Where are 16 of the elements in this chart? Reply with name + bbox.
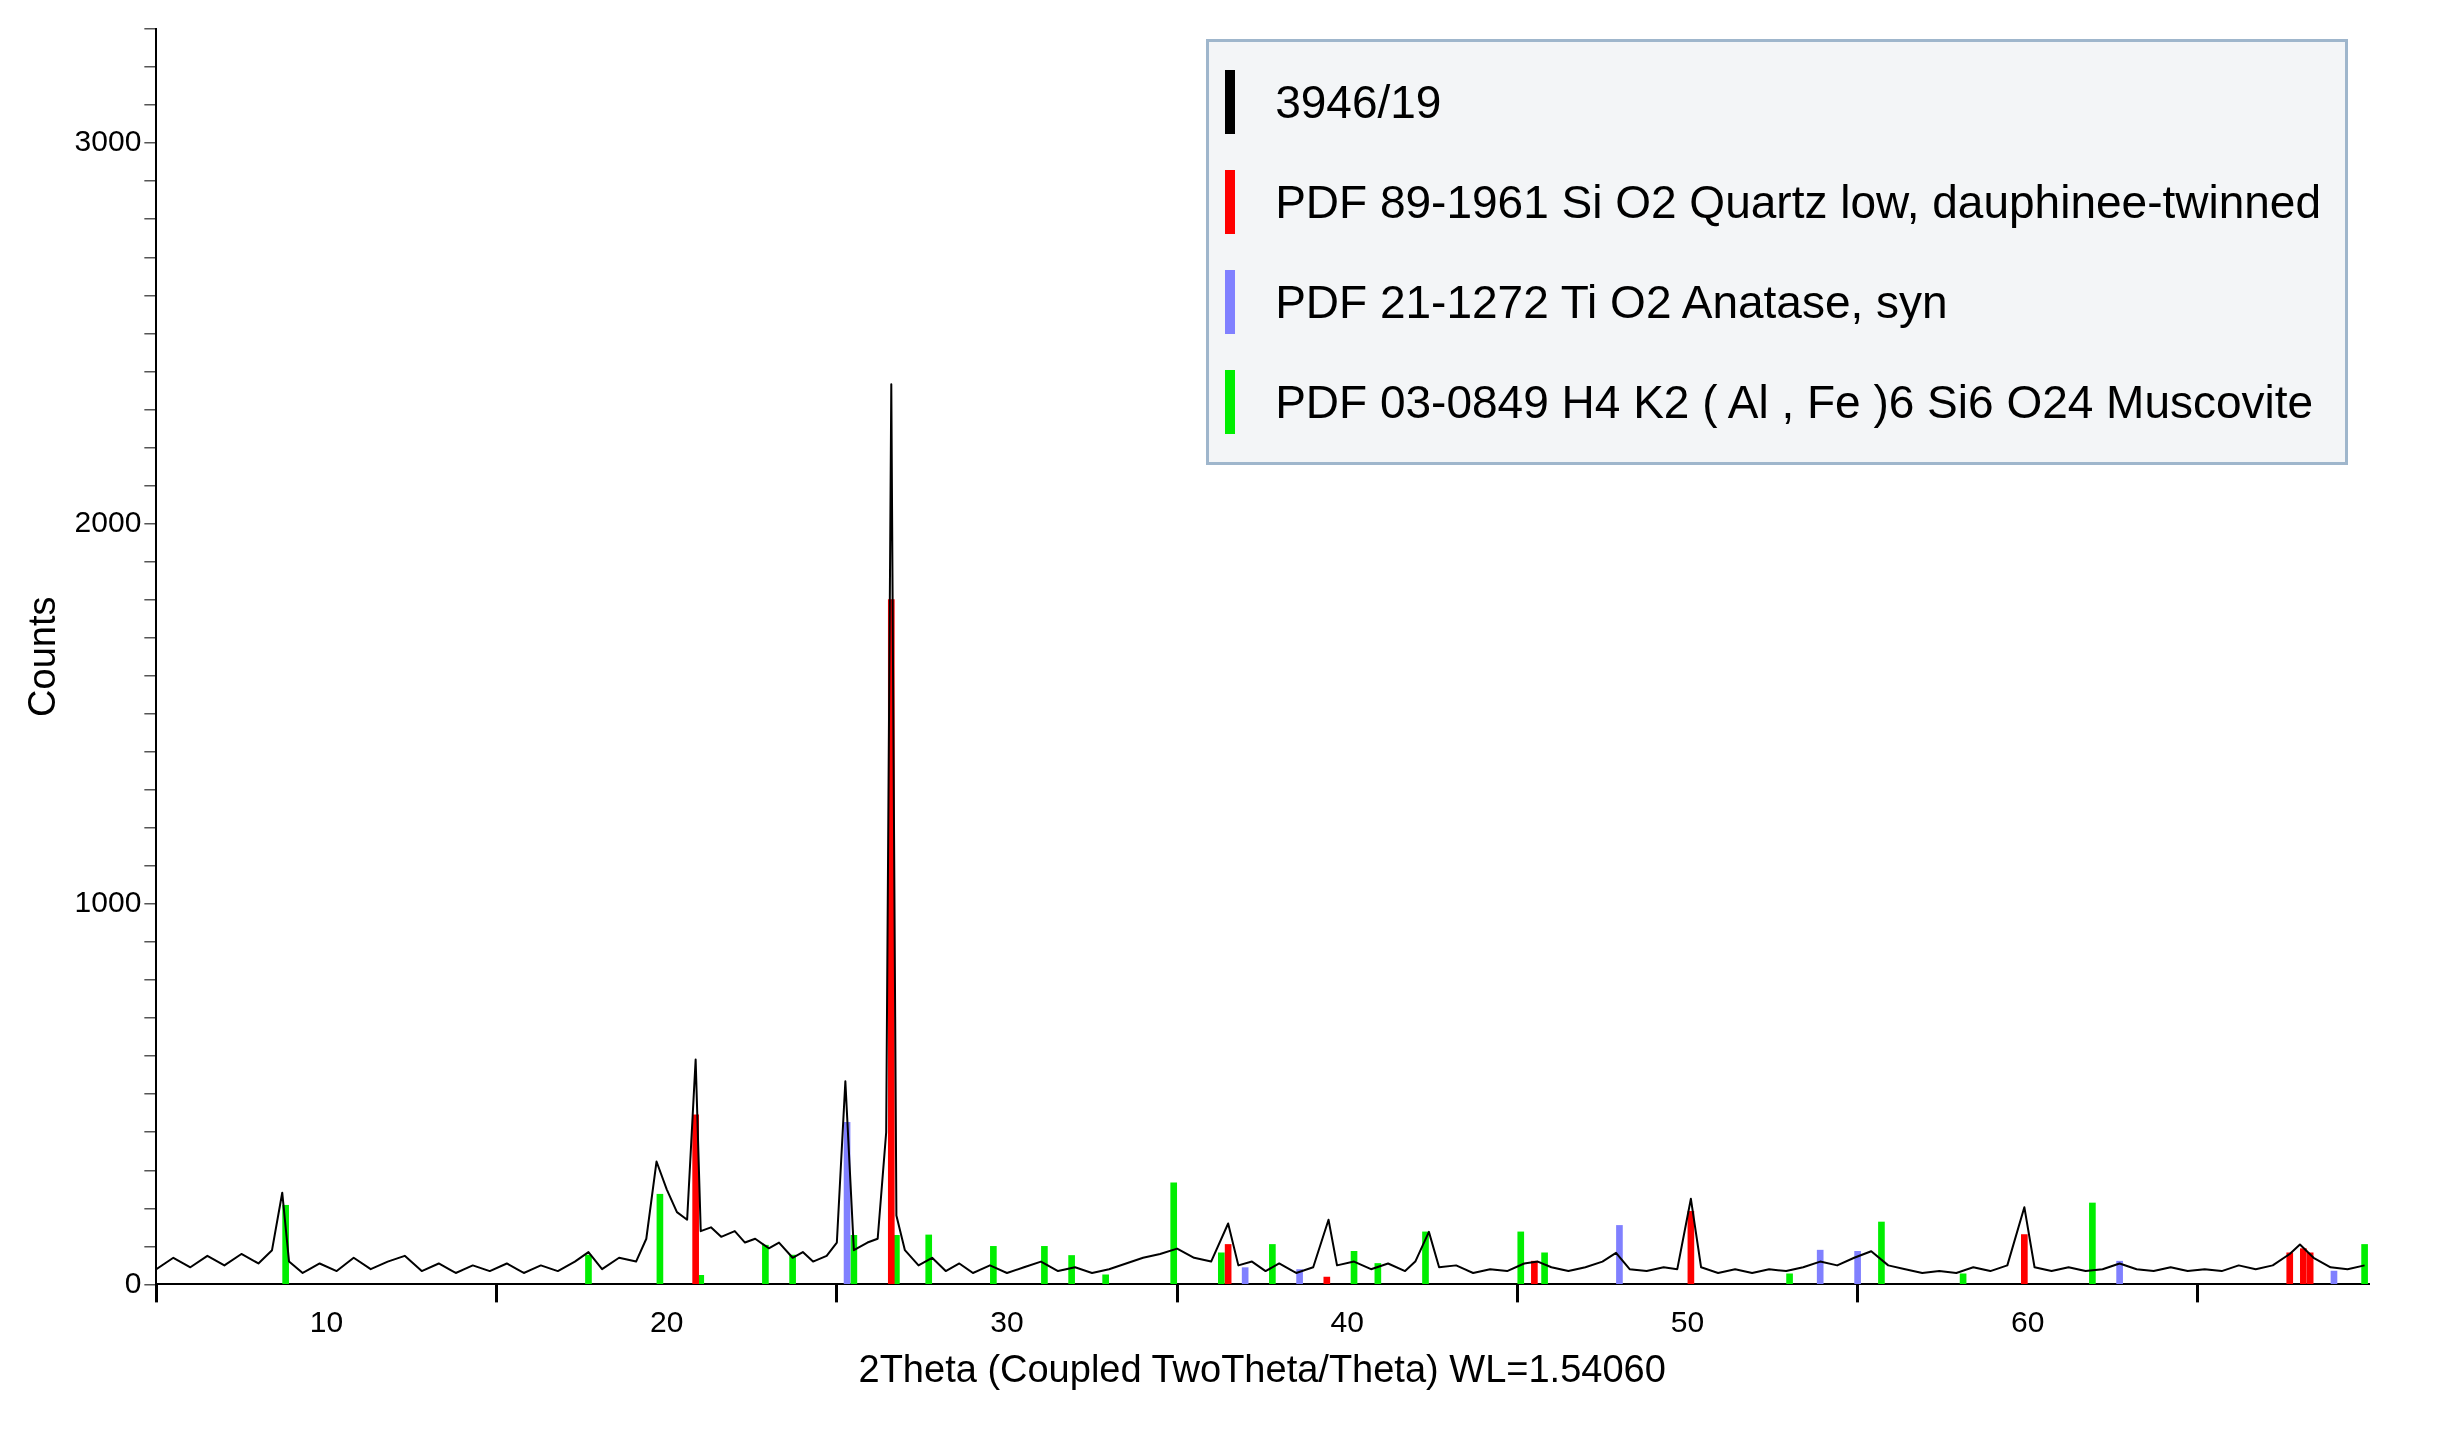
x-tick-label: 10: [309, 1304, 344, 1338]
x-tick-label: 20: [650, 1304, 684, 1338]
y-tick-label: 3000: [74, 124, 142, 158]
y-axis-title: Counts: [21, 596, 64, 717]
legend-label: 3946/19: [1275, 75, 1442, 129]
x-tick-label: 30: [990, 1304, 1024, 1338]
legend-label: PDF 03-0849 H4 K2 ( Al , Fe )6 Si6 O24 Muscovite: [1275, 375, 2314, 429]
x-tick-label: 60: [2011, 1304, 2045, 1338]
y-tick-label: 0: [124, 1265, 142, 1299]
y-tick-label: 1000: [74, 885, 142, 919]
y-tick-label: 2000: [74, 504, 142, 538]
legend-label: PDF 21-1272 Ti O2 Anatase, syn: [1275, 275, 1948, 329]
x-tick-label: 40: [1330, 1304, 1364, 1338]
x-axis-title: 2Theta (Coupled TwoTheta/Theta) WL=1.54060: [858, 1347, 1666, 1390]
legend-label: PDF 89-1961 Si O2 Quartz low, dauphinee-twinned: [1275, 175, 2321, 229]
x-tick-label: 50: [1670, 1304, 1705, 1338]
